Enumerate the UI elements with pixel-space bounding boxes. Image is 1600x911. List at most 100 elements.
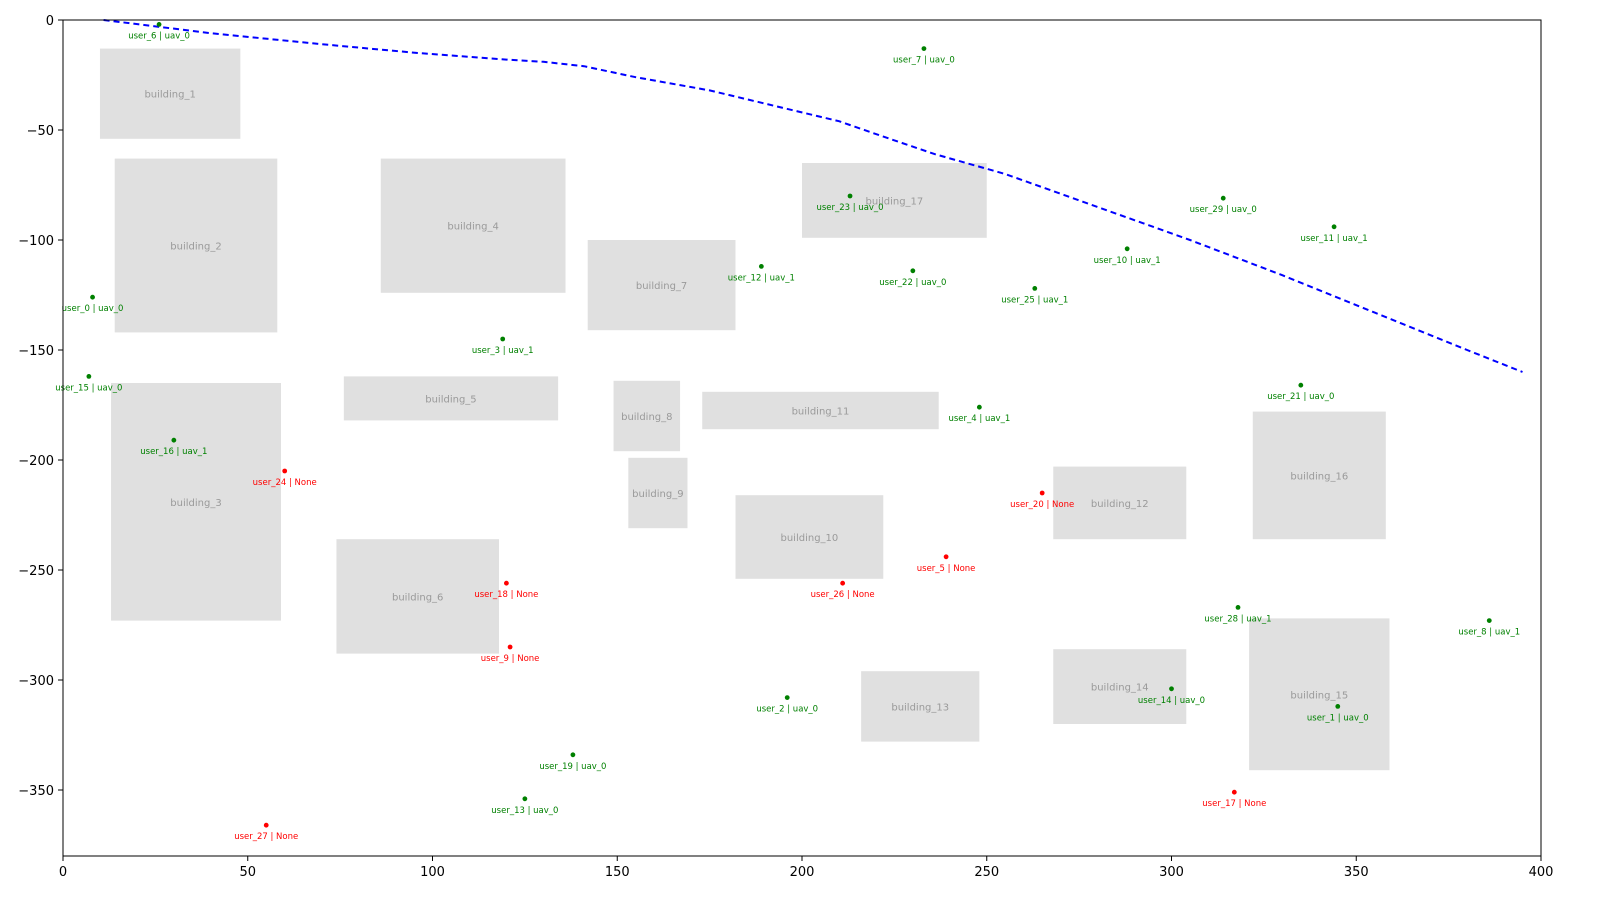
- x-tick-label: 250: [974, 865, 999, 880]
- user-label: user_16 | uav_1: [140, 447, 207, 457]
- building-rect: [587, 240, 736, 331]
- building-rect: [628, 457, 688, 529]
- building-rect: [613, 380, 681, 452]
- building-rect: [802, 163, 987, 238]
- x-axis: 0 50 100 150 200 250 300 350 400: [59, 856, 1554, 880]
- uav-trajectory-line: [103, 19, 1523, 373]
- building-rect: [99, 48, 241, 139]
- user-label: user_25 | uav_1: [1001, 295, 1068, 305]
- building-rect: [343, 376, 559, 421]
- user-label: user_27 | None: [234, 832, 298, 842]
- user-label: user_6 | uav_0: [128, 31, 190, 41]
- y-tick-label: −250: [18, 564, 54, 579]
- user-label: user_23 | uav_0: [816, 203, 883, 213]
- user-label: user_15 | uav_0: [55, 383, 122, 393]
- building-label: building_16: [1290, 471, 1348, 482]
- y-tick-label: −300: [18, 674, 54, 689]
- user-point: [1124, 246, 1130, 252]
- user-point: [758, 264, 764, 269]
- buildings-layer: building_1 building_2 building_3 building_4…: [99, 48, 1390, 771]
- user-point: [263, 822, 269, 828]
- user-label: user_11 | uav_1: [1300, 234, 1367, 244]
- building-rect: [1053, 466, 1187, 540]
- y-tick-label: −350: [18, 784, 54, 799]
- building-label: building_1: [144, 90, 195, 101]
- user-label: user_19 | uav_0: [539, 762, 606, 772]
- user-point: [1032, 286, 1038, 291]
- user-label: user_17 | None: [1202, 799, 1266, 809]
- x-tick-label: 300: [1159, 865, 1184, 880]
- user-point: [522, 796, 528, 802]
- building-label: building_6: [392, 592, 443, 603]
- building-label: building_2: [170, 242, 221, 253]
- trajectory-layer: [103, 19, 1523, 373]
- user-label: user_4 | uav_1: [948, 414, 1010, 424]
- user-point: [1220, 195, 1226, 201]
- x-tick-label: 350: [1344, 865, 1369, 880]
- user-label: user_29 | uav_0: [1190, 205, 1257, 215]
- user-point: [171, 437, 177, 443]
- user-label: user_14 | uav_0: [1138, 696, 1205, 706]
- user-point: [847, 193, 853, 199]
- building-rect: [114, 158, 278, 333]
- user-point: [1298, 382, 1304, 388]
- users-layer: user_0 | uav_0 user_1 | uav_0 user_2 | uav…: [55, 22, 1520, 842]
- user-point: [500, 336, 506, 342]
- user-label: user_28 | uav_1: [1204, 614, 1271, 624]
- user-point: [504, 580, 509, 586]
- user-point: [1235, 605, 1241, 610]
- building-label: building_13: [891, 702, 949, 713]
- building-rect: [336, 539, 500, 654]
- x-tick-label: 0: [59, 865, 67, 880]
- x-tick-label: 50: [239, 865, 256, 880]
- building-rect: [111, 383, 282, 621]
- building-label: building_10: [780, 533, 838, 544]
- user-label: user_24 | None: [253, 478, 317, 488]
- y-tick-label: −100: [18, 234, 54, 249]
- x-tick-label: 400: [1529, 865, 1554, 880]
- building-label: building_14: [1091, 683, 1149, 694]
- building-rect: [1252, 411, 1386, 540]
- x-tick-label: 200: [790, 865, 815, 880]
- user-label: user_10 | uav_1: [1094, 256, 1161, 266]
- building-rect: [1249, 618, 1390, 771]
- user-label: user_12 | uav_1: [728, 273, 795, 283]
- user-label: user_18 | None: [474, 590, 538, 600]
- building-rect: [735, 495, 884, 579]
- y-tick-label: 0: [46, 14, 54, 29]
- user-point: [570, 752, 576, 758]
- user-label: user_0 | uav_0: [62, 304, 124, 314]
- building-label: building_8: [621, 412, 672, 423]
- user-point: [784, 695, 790, 700]
- user-label: user_21 | uav_0: [1267, 392, 1334, 402]
- y-tick-label: −50: [27, 124, 54, 139]
- building-label: building_9: [632, 489, 683, 500]
- building-rect: [702, 391, 939, 430]
- building-label: building_7: [636, 281, 687, 292]
- user-point: [943, 554, 949, 560]
- user-point: [1486, 618, 1492, 623]
- user-label: user_3 | uav_1: [472, 346, 534, 356]
- user-label: user_20 | None: [1010, 500, 1074, 510]
- building-label: building_11: [792, 407, 850, 418]
- user-point: [86, 374, 92, 379]
- user-point: [1231, 789, 1237, 795]
- user-point: [507, 644, 513, 650]
- user-point: [921, 46, 927, 51]
- user-point: [282, 468, 288, 474]
- y-tick-label: −150: [18, 344, 54, 359]
- user-label: user_2 | uav_0: [756, 705, 818, 715]
- building-label: building_3: [170, 498, 221, 509]
- user-label: user_1 | uav_0: [1307, 713, 1369, 723]
- user-point: [1335, 704, 1341, 709]
- user-point: [1039, 490, 1045, 496]
- building-label: building_12: [1091, 499, 1149, 510]
- building-rect: [861, 671, 980, 742]
- user-label: user_26 | None: [811, 590, 875, 600]
- building-label: building_17: [865, 196, 923, 207]
- x-tick-label: 100: [420, 865, 445, 880]
- user-point: [840, 580, 846, 586]
- user-label: user_22 | uav_0: [879, 278, 946, 288]
- x-tick-label: 150: [605, 865, 630, 880]
